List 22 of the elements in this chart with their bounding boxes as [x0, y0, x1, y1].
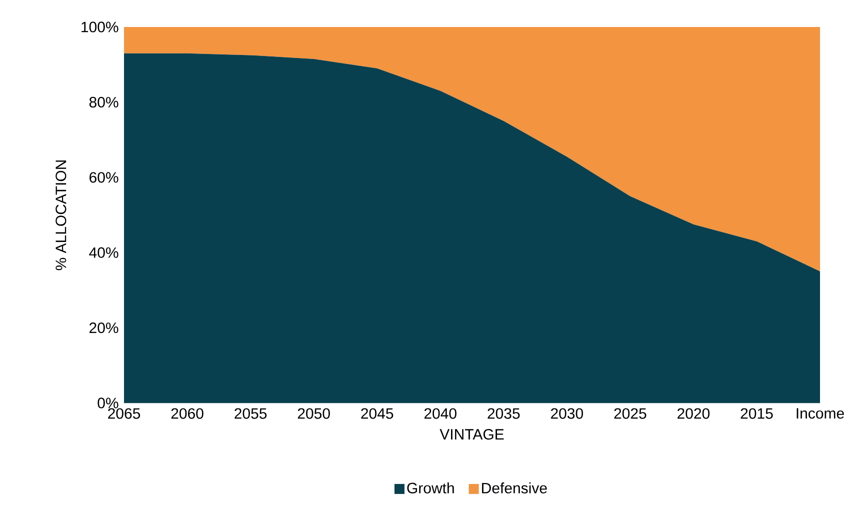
x-tick-label: 2030: [550, 408, 583, 419]
x-tick-label: 2025: [614, 408, 646, 419]
x-tick-label: 2045: [361, 408, 394, 419]
y-tick-label: 0%: [98, 398, 118, 408]
y-tick-label: 60%: [90, 172, 118, 183]
x-tick-label: 2050: [298, 408, 330, 419]
y-tick-label: 100%: [82, 22, 118, 32]
y-axis-title: % ALLOCATION: [56, 160, 66, 270]
x-tick-label: 2035: [488, 408, 520, 419]
x-tick-label: 2040: [424, 408, 456, 419]
x-tick-label: 2060: [171, 408, 204, 419]
x-tick-label: 2065: [108, 408, 140, 419]
x-tick-label: Income: [796, 408, 844, 419]
y-tick-label: 20%: [90, 322, 118, 334]
y-tick-label: 80%: [89, 96, 118, 108]
legend-label: Defensive: [482, 482, 547, 494]
x-axis-title: VINTAGE: [440, 429, 504, 440]
x-tick-label: 2015: [740, 408, 773, 419]
x-tick-label: 2055: [234, 408, 267, 419]
legend-label: Growth: [407, 482, 454, 494]
y-tick-label: 40%: [89, 247, 118, 258]
x-tick-label: 2020: [678, 408, 710, 419]
